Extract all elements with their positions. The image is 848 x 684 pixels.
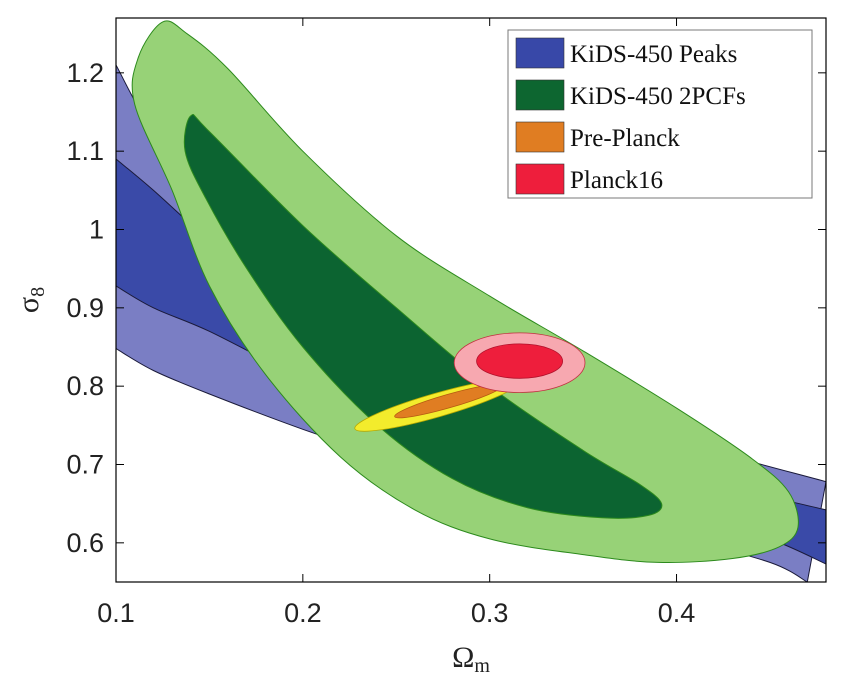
legend-swatch: [515, 79, 565, 111]
y-tick-label: 0.6: [66, 528, 104, 558]
pcf-inner-contour: [183, 113, 663, 519]
y-tick-label: 1: [89, 215, 104, 245]
legend-label: Planck16: [570, 167, 663, 194]
x-tick-label: 0.4: [658, 598, 696, 628]
contour-layer: [116, 20, 826, 582]
pcf-outer-contour: [131, 20, 799, 564]
legend: KiDS-450 Peaks KiDS-450 2PCFs Pre-Planck Pl…: [507, 29, 813, 199]
legend-swatch: [515, 37, 565, 69]
legend-label: KiDS-450 2PCFs: [570, 83, 746, 110]
legend-label: Pre-Planck: [570, 125, 680, 152]
y-tick-label: 0.8: [66, 371, 104, 401]
y-tick-label: 1.1: [66, 136, 104, 166]
y-tick-label: 0.9: [66, 293, 104, 323]
plot-frame: [115, 17, 827, 583]
planck16-inner-contour: [476, 343, 563, 379]
x-tick-label: 0.1: [97, 598, 135, 628]
x-axis-label: Ωm: [452, 641, 490, 677]
legend-swatch: [515, 121, 565, 153]
y-tick-label: 1.2: [66, 58, 104, 88]
legend-label: KiDS-450 Peaks: [570, 41, 737, 68]
x-tick-label: 0.2: [284, 598, 322, 628]
legend-swatch: [515, 163, 565, 195]
x-tick-label: 0.3: [471, 598, 509, 628]
y-axis-label: σ8: [12, 287, 49, 313]
tick-layer: 0.1 0.2 0.3 0.4 0.6 0.7 0.8 0.9 1 1.1 1.2: [66, 18, 826, 628]
y-tick-label: 0.7: [66, 450, 104, 480]
